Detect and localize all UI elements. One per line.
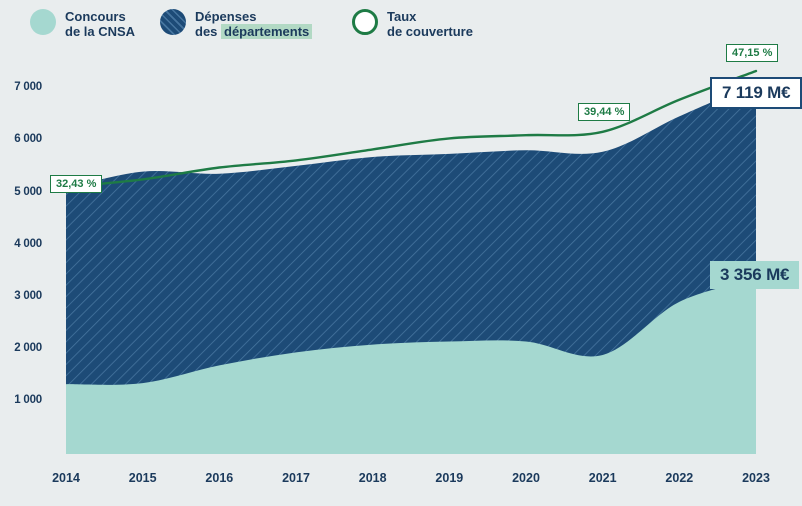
x-axis-label: 2022 (665, 471, 694, 485)
y-axis-label: 5 000 (14, 185, 42, 198)
y-axis-label: 3 000 (14, 289, 42, 302)
x-axis-label: 2016 (205, 471, 234, 485)
legend-label-depenses: Dépenses des départements (195, 9, 313, 39)
x-axis-label: 2023 (742, 471, 770, 485)
y-axis-label: 2 000 (14, 341, 42, 354)
legend-item-concours: Concours de la CNSA (30, 9, 135, 39)
x-axis-label: 2015 (128, 471, 157, 485)
x-axis-label: 2014 (52, 471, 80, 485)
legend-concours-line1: Concours (65, 9, 126, 24)
y-axis-label: 1 000 (14, 393, 42, 406)
x-axis-label: 2018 (358, 471, 387, 485)
legend-label-taux: Taux de couverture (387, 9, 473, 39)
taux-line (64, 69, 758, 189)
legend-label-concours: Concours de la CNSA (65, 9, 135, 39)
depenses-value-box: 7 119 M€ (710, 77, 802, 109)
x-axis-label: 2017 (282, 471, 310, 485)
y-axis-label: 7 000 (14, 81, 42, 94)
legend-item-taux: Taux de couverture (352, 9, 473, 39)
taux-callout-2014: 32,43 % (50, 175, 103, 193)
concours-value-box: 3 356 M€ (710, 261, 800, 289)
depenses-swatch-icon (160, 9, 186, 35)
x-axis-label: 2020 (512, 471, 540, 485)
legend-depenses-highlight: départements (221, 24, 313, 39)
y-axis-label: 4 000 (14, 237, 42, 250)
legend-taux-line1: Taux (387, 9, 417, 24)
legend-item-depenses: Dépenses des départements (160, 9, 313, 39)
concours-swatch-icon (30, 9, 56, 35)
taux-callout-2023: 47,15 % (726, 44, 779, 62)
taux-callout-2021: 39,44 % (578, 103, 631, 121)
legend-depenses-prefix: des (195, 24, 222, 39)
taux-swatch-icon (352, 9, 378, 35)
y-axis-label: 6 000 (14, 133, 42, 146)
legend-depenses-line2: des départements (195, 24, 313, 39)
x-axis-label: 2019 (435, 471, 464, 485)
legend-depenses-line1: Dépenses (195, 9, 257, 24)
legend-concours-line2: de la CNSA (65, 24, 136, 39)
concours-area (66, 279, 756, 454)
legend-taux-line2: de couverture (387, 24, 473, 39)
x-axis-label: 2021 (588, 471, 617, 485)
